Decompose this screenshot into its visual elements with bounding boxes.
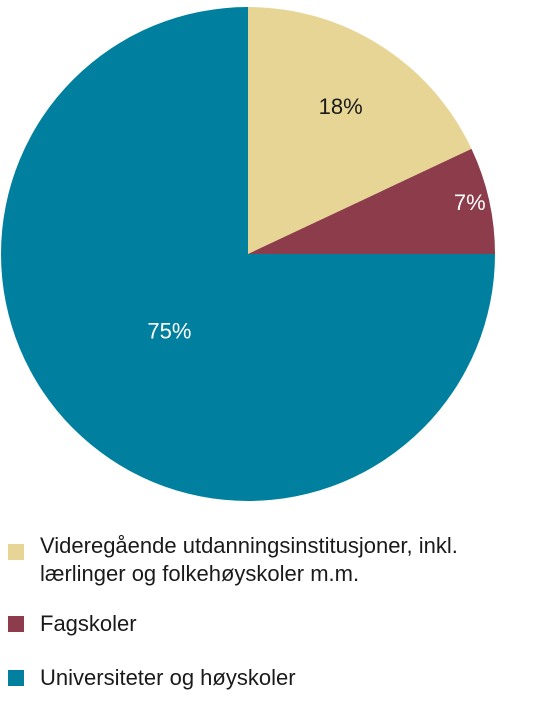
pie-label-universiteter: 75% bbox=[147, 318, 191, 343]
legend-swatch-videregaende bbox=[8, 544, 24, 560]
pie-slice-fagskoler bbox=[248, 148, 495, 254]
legend-swatch-fagskoler bbox=[8, 616, 24, 632]
pie-label-fagskoler: 7% bbox=[454, 190, 486, 215]
legend-label-fagskoler: Fagskoler bbox=[40, 611, 137, 636]
legend-label-videregaende: Videregående utdanningsinstitusjoner, in… bbox=[40, 532, 535, 588]
pie-slices bbox=[1, 7, 495, 501]
pie-slice-universiteter bbox=[1, 7, 495, 501]
pie-chart: 18% 7% 75% bbox=[1, 7, 495, 501]
legend-label-universiteter: Universiteter og høyskoler bbox=[40, 665, 296, 690]
legend-swatch-universiteter bbox=[8, 670, 24, 686]
pie-slice-videregaende bbox=[248, 7, 472, 254]
pie-label-videregaende: 18% bbox=[319, 94, 363, 119]
legend-label-videregaende-line1: Videregående utdanningsinstitusjoner, in… bbox=[40, 533, 458, 558]
pie-slice-labels: 18% 7% 75% bbox=[147, 94, 485, 344]
legend-label-videregaende-line2: lærlinger og folkehøyskoler m.m. bbox=[40, 561, 360, 586]
